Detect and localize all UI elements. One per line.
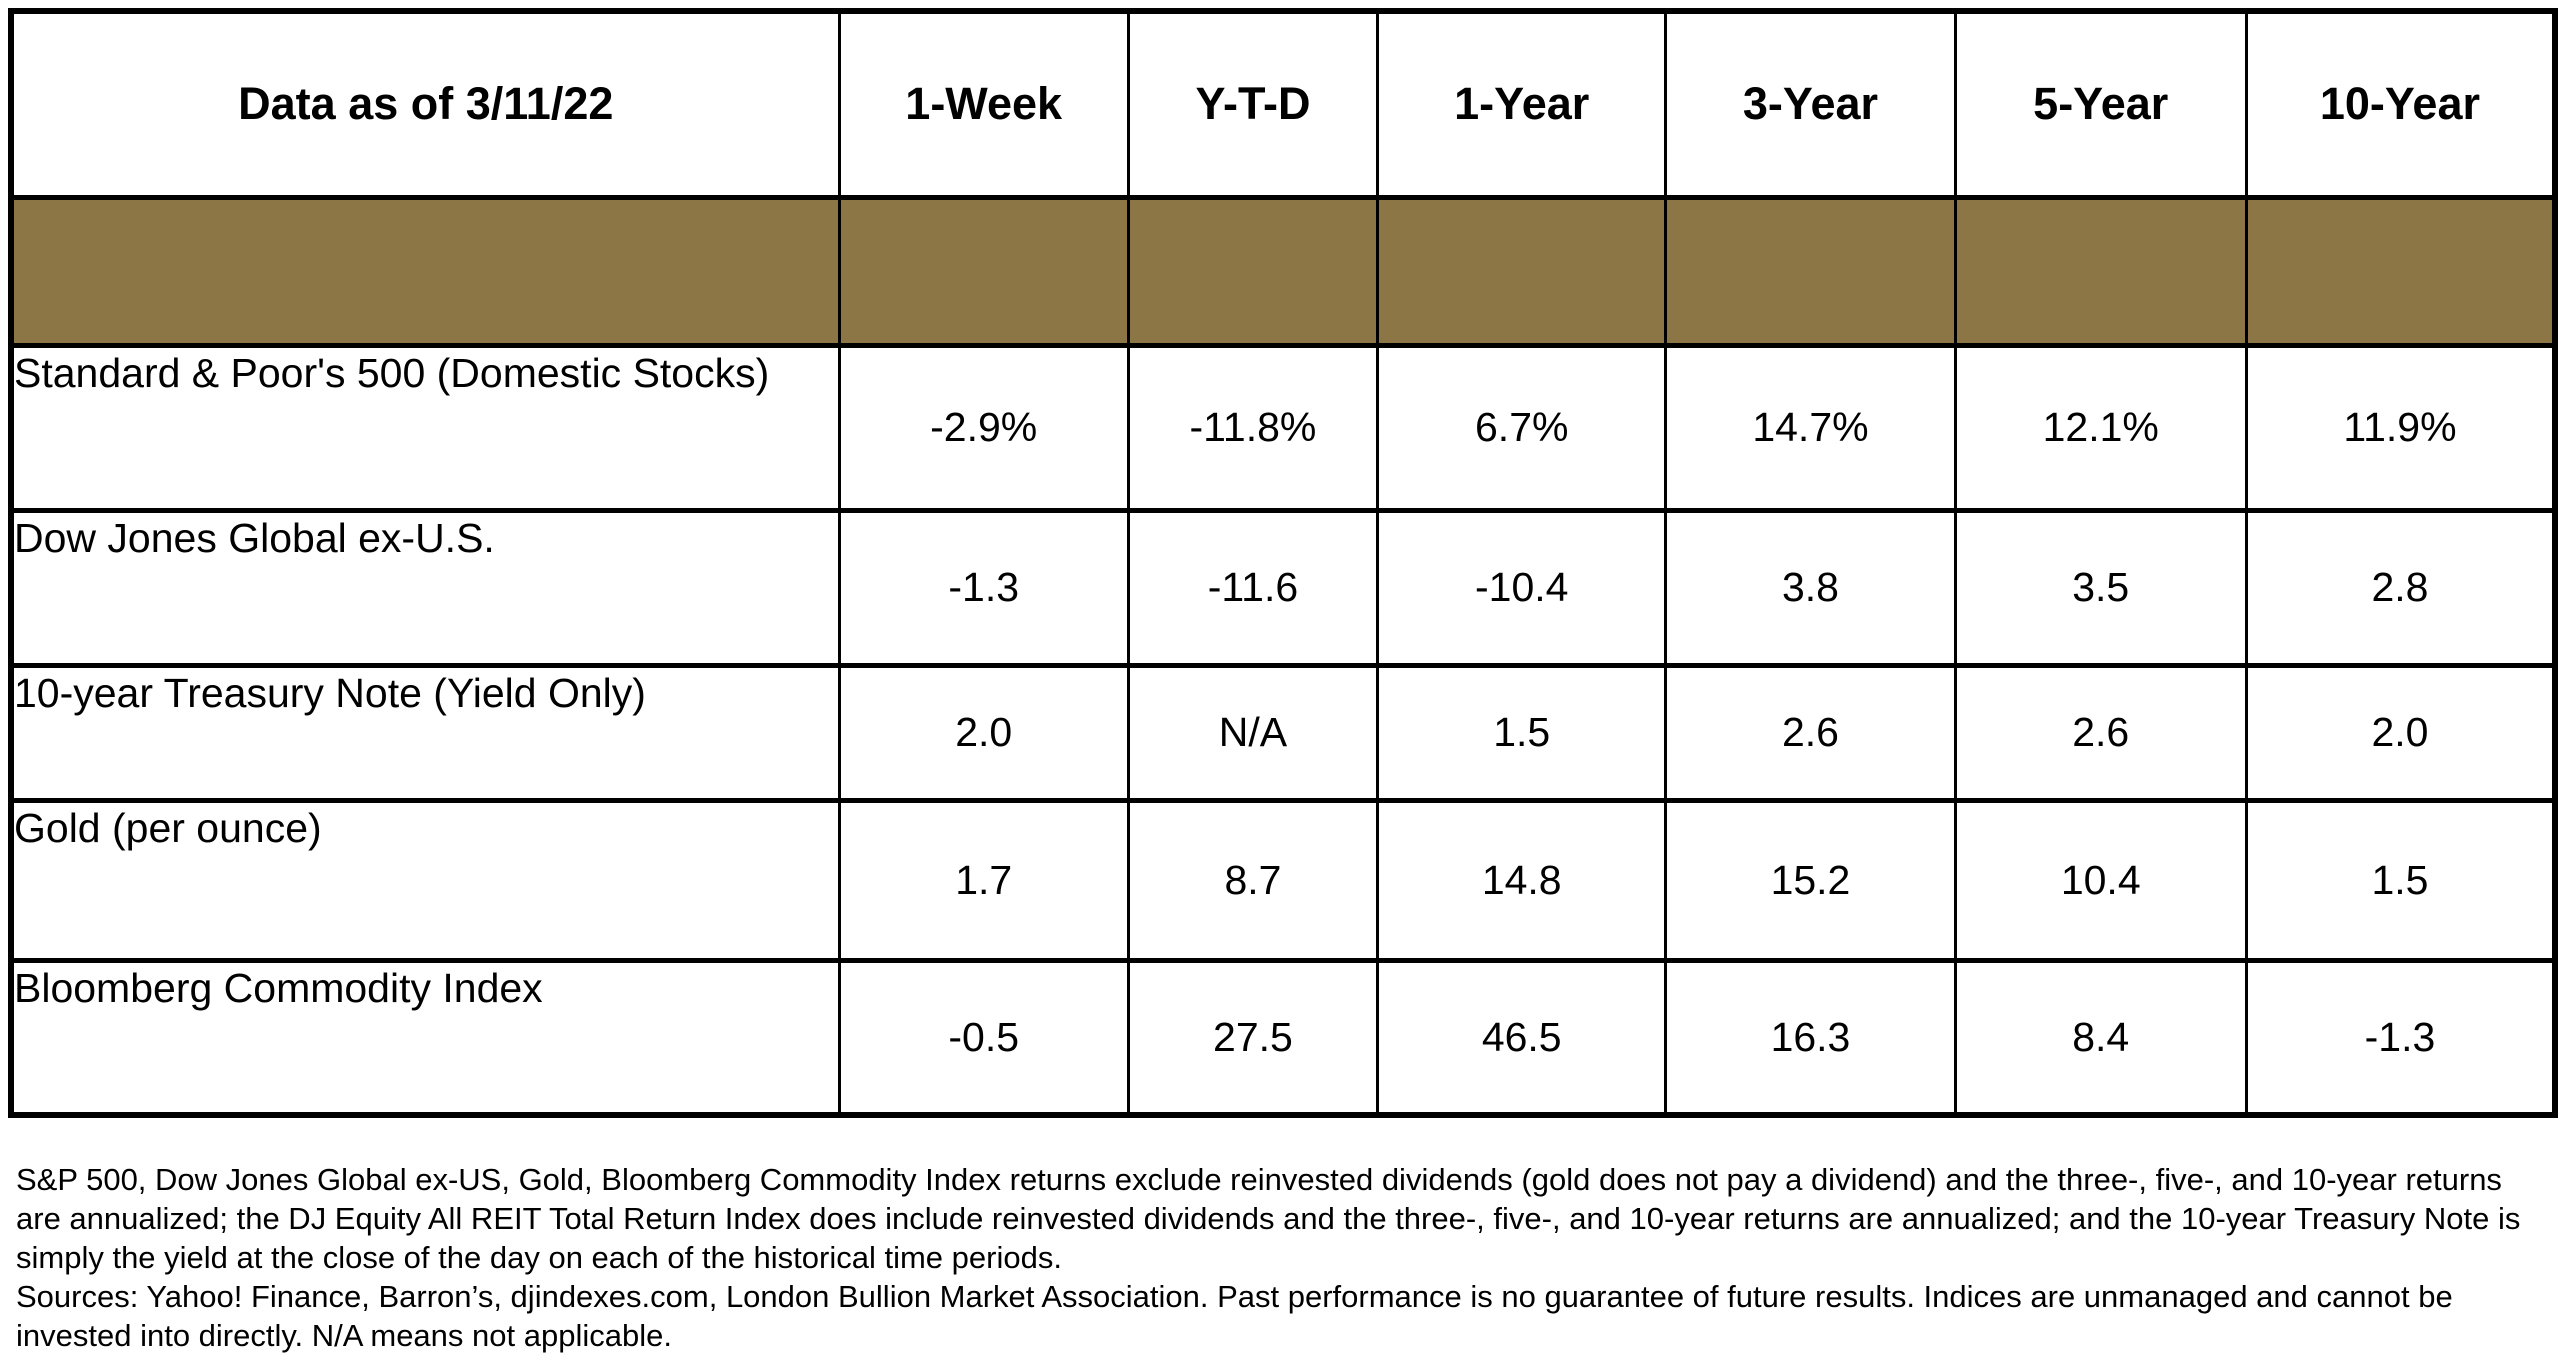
row-label: Bloomberg Commodity Index: [9, 957, 841, 1118]
column-header-3-year: 3-Year: [1664, 8, 1957, 200]
cell-value: 27.5: [1126, 957, 1380, 1118]
cell-value: 2.6: [1664, 662, 1957, 803]
cell-value: -11.8%: [1126, 342, 1380, 513]
accent-cell: [1376, 194, 1668, 348]
column-header-10-year: 10-Year: [2244, 8, 2557, 200]
table-row-gold: Gold (per ounce) 1.7 8.7 14.8 15.2 10.4 …: [9, 797, 2557, 963]
cell-value: 2.8: [2244, 507, 2557, 668]
cell-value: 12.1%: [1953, 342, 2248, 513]
cell-value: N/A: [1126, 662, 1380, 803]
market-performance-table: Data as of 3/11/22 1-Week Y-T-D 1-Year 3…: [8, 8, 2558, 1118]
cell-value: 10.4: [1953, 797, 2248, 963]
footnote-methodology: S&P 500, Dow Jones Global ex-US, Gold, B…: [16, 1162, 2521, 1276]
cell-value: -1.3: [837, 507, 1130, 668]
cell-value: 1.7: [837, 797, 1130, 963]
cell-value: 1.5: [1376, 662, 1668, 803]
cell-value: 3.5: [1953, 507, 2248, 668]
cell-value: -1.3: [2244, 957, 2557, 1118]
footnote-sources: Sources: Yahoo! Finance, Barron’s, djind…: [16, 1279, 2453, 1354]
cell-value: 6.7%: [1376, 342, 1668, 513]
table-title: Data as of 3/11/22: [9, 8, 841, 200]
table-row-bloomberg-commodity: Bloomberg Commodity Index -0.5 27.5 46.5…: [9, 957, 2557, 1118]
cell-value: 8.7: [1126, 797, 1380, 963]
cell-value: 15.2: [1664, 797, 1957, 963]
accent-cell: [9, 194, 841, 348]
cell-value: -0.5: [837, 957, 1130, 1118]
column-header-1-year: 1-Year: [1376, 8, 1668, 200]
cell-value: 2.6: [1953, 662, 2248, 803]
accent-cell: [837, 194, 1130, 348]
row-label: Dow Jones Global ex-U.S.: [9, 507, 841, 668]
cell-value: 3.8: [1664, 507, 1957, 668]
accent-cell: [1953, 194, 2248, 348]
cell-value: 16.3: [1664, 957, 1957, 1118]
cell-value: -2.9%: [837, 342, 1130, 513]
cell-value: 46.5: [1376, 957, 1668, 1118]
cell-value: 8.4: [1953, 957, 2248, 1118]
table-row-sp500: Standard & Poor's 500 (Domestic Stocks) …: [9, 342, 2557, 513]
row-label: Standard & Poor's 500 (Domestic Stocks): [9, 342, 841, 513]
cell-value: 2.0: [2244, 662, 2557, 803]
table-row-dow-jones-global: Dow Jones Global ex-U.S. -1.3 -11.6 -10.…: [9, 507, 2557, 668]
accent-cell: [2244, 194, 2557, 348]
cell-value: -10.4: [1376, 507, 1668, 668]
footnotes: S&P 500, Dow Jones Global ex-US, Gold, B…: [16, 1160, 2543, 1355]
row-label: 10-year Treasury Note (Yield Only): [9, 662, 841, 803]
cell-value: 11.9%: [2244, 342, 2557, 513]
table-row-treasury-note: 10-year Treasury Note (Yield Only) 2.0 N…: [9, 662, 2557, 803]
cell-value: 2.0: [837, 662, 1130, 803]
column-header-ytd: Y-T-D: [1126, 8, 1380, 200]
cell-value: -11.6: [1126, 507, 1380, 668]
column-header-5-year: 5-Year: [1953, 8, 2248, 200]
accent-cell: [1664, 194, 1957, 348]
row-label: Gold (per ounce): [9, 797, 841, 963]
header-row: Data as of 3/11/22 1-Week Y-T-D 1-Year 3…: [9, 8, 2557, 200]
cell-value: 1.5: [2244, 797, 2557, 963]
accent-cell: [1126, 194, 1380, 348]
cell-value: 14.7%: [1664, 342, 1957, 513]
column-header-1-week: 1-Week: [837, 8, 1130, 200]
accent-spacer-row: [9, 194, 2557, 348]
cell-value: 14.8: [1376, 797, 1668, 963]
